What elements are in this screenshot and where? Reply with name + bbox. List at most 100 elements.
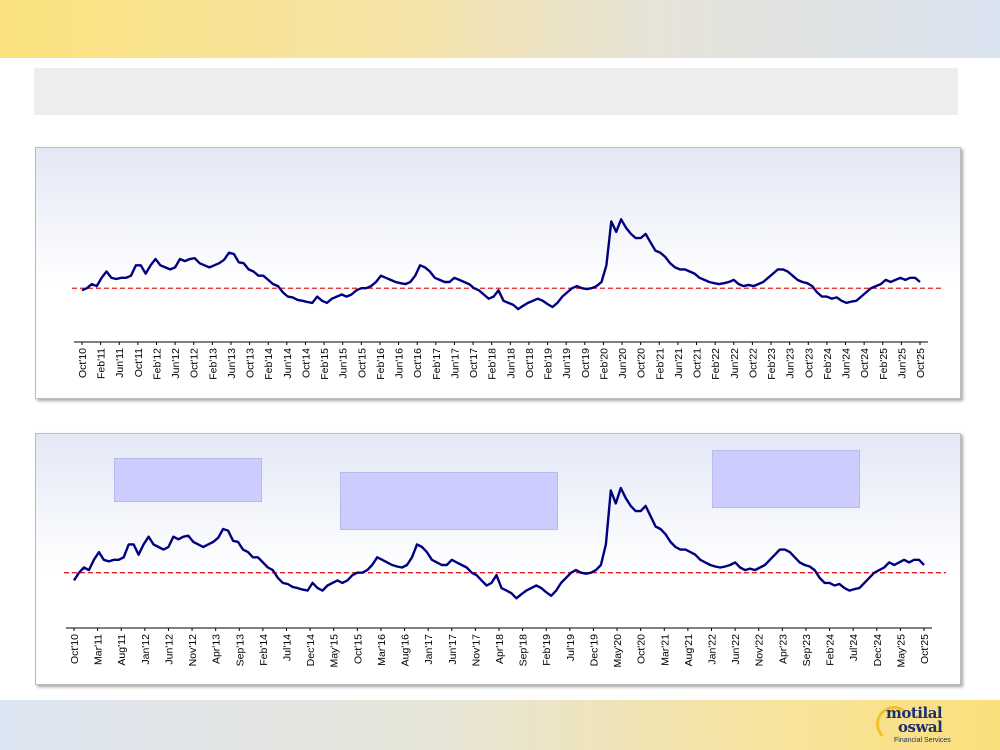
x-tick-label: Feb'19: [543, 348, 555, 380]
x-tick-label: Oct'12: [189, 348, 201, 378]
x-tick-label: Oct'15: [352, 634, 364, 664]
x-tick-label: Feb'24: [822, 348, 834, 380]
x-tick-label: Feb'16: [375, 348, 387, 380]
x-tick-label: Sep'13: [234, 634, 246, 667]
x-tick-label: Apr'13: [211, 634, 223, 664]
x-tick-label: Feb'12: [151, 348, 163, 380]
x-tick-label: Mar'11: [93, 634, 105, 665]
x-tick-label: Nov'17: [470, 634, 482, 667]
x-tick-label: Feb'24: [825, 634, 837, 666]
x-tick-label: May'15: [329, 634, 341, 668]
x-tick-label: Jun'12: [163, 634, 175, 665]
x-tick-label: Oct'21: [692, 348, 704, 378]
x-tick-label: Nov'22: [754, 634, 766, 667]
x-tick-label: Jun'24: [841, 348, 853, 379]
x-tick-label: May'20: [612, 634, 624, 668]
data-series-line: [72, 486, 925, 600]
x-tick-label: Oct'18: [524, 348, 536, 378]
x-tick-label: Aug'11: [116, 634, 128, 666]
x-tick-label: Oct'25: [919, 634, 931, 664]
x-tick-label: Oct'14: [300, 348, 312, 378]
x-tick-label: Oct'13: [245, 348, 257, 378]
x-tick-label: Jan'12: [140, 634, 152, 665]
x-tick-label: Jun'22: [730, 634, 742, 665]
x-tick-label: Oct'11: [133, 348, 145, 377]
x-tick-label: Jul'14: [282, 634, 294, 661]
header-band: [0, 0, 1000, 58]
x-tick-label: Dec'24: [872, 634, 884, 667]
x-tick-label: Mar'16: [376, 634, 388, 666]
chart-panel-2: Oct'10 Mar'11 Aug'11 Jan'12 Jun'12 Nov'12 Apr'…: [35, 433, 961, 685]
x-tick-label: Jun'20: [617, 348, 629, 379]
company-logo: motilal oswal Financial Services: [872, 704, 962, 748]
data-series-line: [81, 218, 921, 311]
x-tick-label: Feb'19: [541, 634, 553, 666]
x-tick-label: Aug'21: [683, 634, 695, 667]
annotation-box-2: [340, 472, 558, 530]
x-tick-label: Feb'21: [654, 348, 666, 380]
x-tick-label: Jul'24: [848, 634, 860, 661]
x-tick-label: Oct'25: [915, 348, 927, 378]
line-chart-2: Oct'10 Mar'11 Aug'11 Jan'12 Jun'12 Nov'12 Apr'…: [64, 486, 946, 668]
x-tick-label: Feb'17: [431, 348, 443, 380]
x-tick-label: Jun'21: [673, 348, 685, 379]
x-tick-label: Nov'12: [187, 634, 199, 667]
x-tick-label: Jun'23: [785, 348, 797, 379]
x-tick-label: Jan'22: [707, 634, 719, 665]
x-tick-label: Dec'19: [588, 634, 600, 667]
x-tick-label: May'25: [895, 634, 907, 668]
x-tick-label: Jun'19: [561, 348, 573, 379]
x-tick-label: Feb'15: [319, 348, 331, 380]
x-tick-label: Oct'17: [468, 348, 480, 378]
x-tick-label: Oct'15: [356, 348, 368, 378]
x-tick-label: Oct'24: [859, 348, 871, 378]
x-tick-label: Feb'18: [487, 348, 499, 380]
x-tick-label: Feb'14: [263, 348, 275, 380]
x-tick-label: Apr'18: [494, 634, 506, 664]
x-tick-label: Oct'23: [803, 348, 815, 378]
x-tick-label: Sep'23: [801, 634, 813, 667]
x-tick-label: Jun'11: [114, 348, 126, 378]
x-tick-label: Jun'13: [226, 348, 238, 379]
annotation-box-1: [114, 458, 262, 502]
x-tick-label: Jun'22: [729, 348, 741, 379]
x-tick-label: Jun'16: [394, 348, 406, 379]
x-tick-label: Jun'14: [282, 348, 294, 379]
x-tick-label: Jun'25: [896, 348, 908, 379]
chart-panel-1: Oct'10 Feb'11 Jun'11 Oct'11 Feb'12 Jun'12 Oct'…: [35, 147, 961, 399]
x-tick-label: Feb'20: [598, 348, 610, 380]
annotation-box-3: [712, 450, 860, 508]
x-tick-label: Jun'17: [447, 634, 459, 665]
x-tick-label: Dec'14: [305, 634, 317, 667]
line-chart-1: Oct'10 Feb'11 Jun'11 Oct'11 Feb'12 Jun'12 Oct'…: [72, 218, 942, 380]
logo-text-1: motilal: [886, 704, 943, 722]
x-tick-label: Oct'20: [636, 348, 648, 378]
x-tick-label: Feb'25: [878, 348, 890, 380]
x-tick-label: Jun'18: [505, 348, 517, 379]
x-tick-label: Oct'22: [747, 348, 759, 378]
x-tick-label: Feb'23: [766, 348, 778, 380]
x-tick-label: Jul'19: [565, 634, 577, 661]
x-tick-label: Oct'10: [77, 348, 89, 378]
logo-ring-icon: [876, 706, 912, 742]
x-tick-label: Jun'15: [338, 348, 350, 379]
x-tick-label: Feb'14: [258, 634, 270, 666]
x-tick-label: Feb'13: [207, 348, 219, 380]
title-bar: [34, 68, 958, 115]
x-tick-label: Apr'23: [777, 634, 789, 664]
x-tick-label: Oct'19: [580, 348, 592, 378]
x-tick-label: Jun'12: [170, 348, 182, 379]
x-tick-label: Jun'17: [449, 348, 461, 379]
x-tick-label: Jan'17: [423, 634, 435, 665]
x-tick-label: Aug'16: [400, 634, 412, 667]
logo-text-3: Financial Services: [894, 737, 951, 744]
x-tick-label: Feb'11: [96, 348, 108, 379]
footer-band: [0, 700, 1000, 750]
x-tick-label: Oct'16: [412, 348, 424, 378]
x-tick-label: Oct'10: [69, 634, 81, 664]
x-tick-label: Mar'21: [659, 634, 671, 666]
x-tick-label: Oct'20: [636, 634, 648, 664]
x-tick-label: Sep'18: [518, 634, 530, 667]
x-tick-label: Feb'22: [710, 348, 722, 380]
logo-text-2: oswal: [898, 718, 943, 736]
